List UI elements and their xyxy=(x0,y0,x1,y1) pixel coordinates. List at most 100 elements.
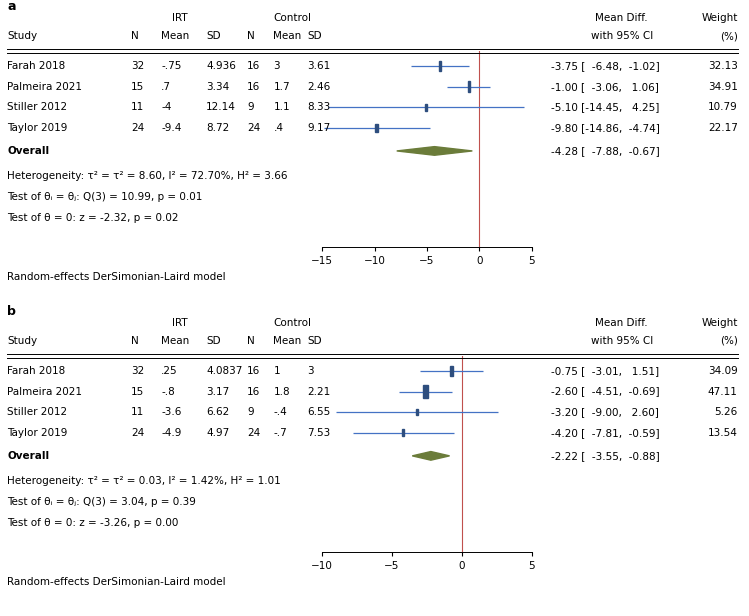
Bar xyxy=(439,61,441,71)
Text: 3.61: 3.61 xyxy=(307,61,330,71)
Text: 34.09: 34.09 xyxy=(708,366,738,376)
Text: 8.72: 8.72 xyxy=(206,123,229,133)
Text: 7.53: 7.53 xyxy=(307,428,330,438)
Text: 4.936: 4.936 xyxy=(206,61,236,71)
Text: -4.9: -4.9 xyxy=(161,428,181,438)
Text: Mean: Mean xyxy=(161,31,189,41)
Text: 4.0837: 4.0837 xyxy=(206,366,243,376)
Text: 15: 15 xyxy=(131,81,145,92)
Text: Overall: Overall xyxy=(7,451,49,461)
Text: Study: Study xyxy=(7,31,37,41)
Text: 2.46: 2.46 xyxy=(307,81,330,92)
Text: 4.97: 4.97 xyxy=(206,428,229,438)
Text: -9.4: -9.4 xyxy=(161,123,181,133)
Text: Test of θ = 0: z = -3.26, p = 0.00: Test of θ = 0: z = -3.26, p = 0.00 xyxy=(7,517,179,527)
Text: (%): (%) xyxy=(720,31,738,41)
Bar xyxy=(416,409,418,415)
Text: 34.91: 34.91 xyxy=(708,81,738,92)
Text: Weight: Weight xyxy=(701,13,738,23)
Text: (%): (%) xyxy=(720,336,738,346)
Text: Mean: Mean xyxy=(273,336,302,346)
Text: 22.17: 22.17 xyxy=(708,123,738,133)
Text: Taylor 2019: Taylor 2019 xyxy=(7,123,68,133)
Text: Test of θ = 0: z = -2.32, p = 0.02: Test of θ = 0: z = -2.32, p = 0.02 xyxy=(7,213,179,222)
Text: -9.80 [-14.86,  -4.74]: -9.80 [-14.86, -4.74] xyxy=(551,123,659,133)
Text: SD: SD xyxy=(307,336,322,346)
Text: -3.6: -3.6 xyxy=(161,407,181,417)
Bar xyxy=(449,366,453,376)
Text: -4.20 [  -7.81,  -0.59]: -4.20 [ -7.81, -0.59] xyxy=(551,428,659,438)
Text: 6.55: 6.55 xyxy=(307,407,330,417)
Text: 47.11: 47.11 xyxy=(708,386,738,397)
Text: Farah 2018: Farah 2018 xyxy=(7,61,66,71)
Text: 24: 24 xyxy=(247,123,261,133)
Text: N: N xyxy=(247,31,255,41)
Text: Study: Study xyxy=(7,336,37,346)
Text: 32.13: 32.13 xyxy=(708,61,738,71)
Text: 16: 16 xyxy=(247,366,261,376)
Text: 13.54: 13.54 xyxy=(708,428,738,438)
Text: Palmeira 2021: Palmeira 2021 xyxy=(7,386,82,397)
Text: N: N xyxy=(131,336,139,346)
Text: Heterogeneity: τ² = τ² = 8.60, I² = 72.70%, H² = 3.66: Heterogeneity: τ² = τ² = 8.60, I² = 72.7… xyxy=(7,171,288,181)
Text: -2.22 [  -3.55,  -0.88]: -2.22 [ -3.55, -0.88] xyxy=(551,451,659,461)
Text: Test of θᵢ = θⱼ: Q(3) = 10.99, p = 0.01: Test of θᵢ = θⱼ: Q(3) = 10.99, p = 0.01 xyxy=(7,192,203,202)
Text: SD: SD xyxy=(307,31,322,41)
Text: Control: Control xyxy=(273,13,311,23)
Text: Farah 2018: Farah 2018 xyxy=(7,366,66,376)
Bar xyxy=(425,104,427,111)
Text: Mean: Mean xyxy=(273,31,302,41)
Bar xyxy=(467,81,470,92)
Text: -2.60 [  -4.51,  -0.69]: -2.60 [ -4.51, -0.69] xyxy=(551,386,659,397)
Text: -.7: -.7 xyxy=(273,428,287,438)
Text: Stiller 2012: Stiller 2012 xyxy=(7,102,67,112)
Text: -3.20 [  -9.00,   2.60]: -3.20 [ -9.00, 2.60] xyxy=(551,407,658,417)
Text: 3.34: 3.34 xyxy=(206,81,229,92)
Text: SD: SD xyxy=(206,31,221,41)
Bar xyxy=(423,386,428,398)
Text: -.75: -.75 xyxy=(161,61,181,71)
Text: 10.79: 10.79 xyxy=(708,102,738,112)
Text: 9: 9 xyxy=(247,102,254,112)
Text: SD: SD xyxy=(206,336,221,346)
Text: 1.1: 1.1 xyxy=(273,102,290,112)
Text: 16: 16 xyxy=(247,61,261,71)
Text: .7: .7 xyxy=(161,81,171,92)
Text: 15: 15 xyxy=(131,386,145,397)
Text: 6.62: 6.62 xyxy=(206,407,229,417)
Polygon shape xyxy=(412,452,449,460)
Text: .25: .25 xyxy=(161,366,178,376)
Text: IRT: IRT xyxy=(172,13,187,23)
Text: Weight: Weight xyxy=(701,318,738,328)
Text: 3: 3 xyxy=(273,61,280,71)
Bar xyxy=(401,429,404,436)
Text: .4: .4 xyxy=(273,123,283,133)
Text: -4.28 [  -7.88,  -0.67]: -4.28 [ -7.88, -0.67] xyxy=(551,146,659,156)
Text: 32: 32 xyxy=(131,61,145,71)
Text: 5.26: 5.26 xyxy=(715,407,738,417)
Text: Mean Diff.: Mean Diff. xyxy=(595,13,648,23)
Text: 11: 11 xyxy=(131,407,145,417)
Text: 32: 32 xyxy=(131,366,145,376)
Text: 11: 11 xyxy=(131,102,145,112)
Text: 16: 16 xyxy=(247,81,261,92)
Text: Test of θᵢ = θⱼ: Q(3) = 3.04, p = 0.39: Test of θᵢ = θⱼ: Q(3) = 3.04, p = 0.39 xyxy=(7,497,196,507)
Text: Heterogeneity: τ² = τ² = 0.03, I² = 1.42%, H² = 1.01: Heterogeneity: τ² = τ² = 0.03, I² = 1.42… xyxy=(7,476,281,486)
Text: 24: 24 xyxy=(247,428,261,438)
Text: Stiller 2012: Stiller 2012 xyxy=(7,407,67,417)
Text: Mean Diff.: Mean Diff. xyxy=(595,318,648,328)
Text: 9.17: 9.17 xyxy=(307,123,330,133)
Text: 3: 3 xyxy=(307,366,314,376)
Polygon shape xyxy=(397,147,473,155)
Bar xyxy=(375,124,377,132)
Text: 16: 16 xyxy=(247,386,261,397)
Text: with 95% CI: with 95% CI xyxy=(590,31,653,41)
Text: 24: 24 xyxy=(131,123,145,133)
Text: -.8: -.8 xyxy=(161,386,175,397)
Text: 12.14: 12.14 xyxy=(206,102,236,112)
Text: 1.7: 1.7 xyxy=(273,81,290,92)
Text: -3.75 [  -6.48,  -1.02]: -3.75 [ -6.48, -1.02] xyxy=(551,61,659,71)
Text: 2.21: 2.21 xyxy=(307,386,330,397)
Text: 9: 9 xyxy=(247,407,254,417)
Text: Overall: Overall xyxy=(7,146,49,156)
